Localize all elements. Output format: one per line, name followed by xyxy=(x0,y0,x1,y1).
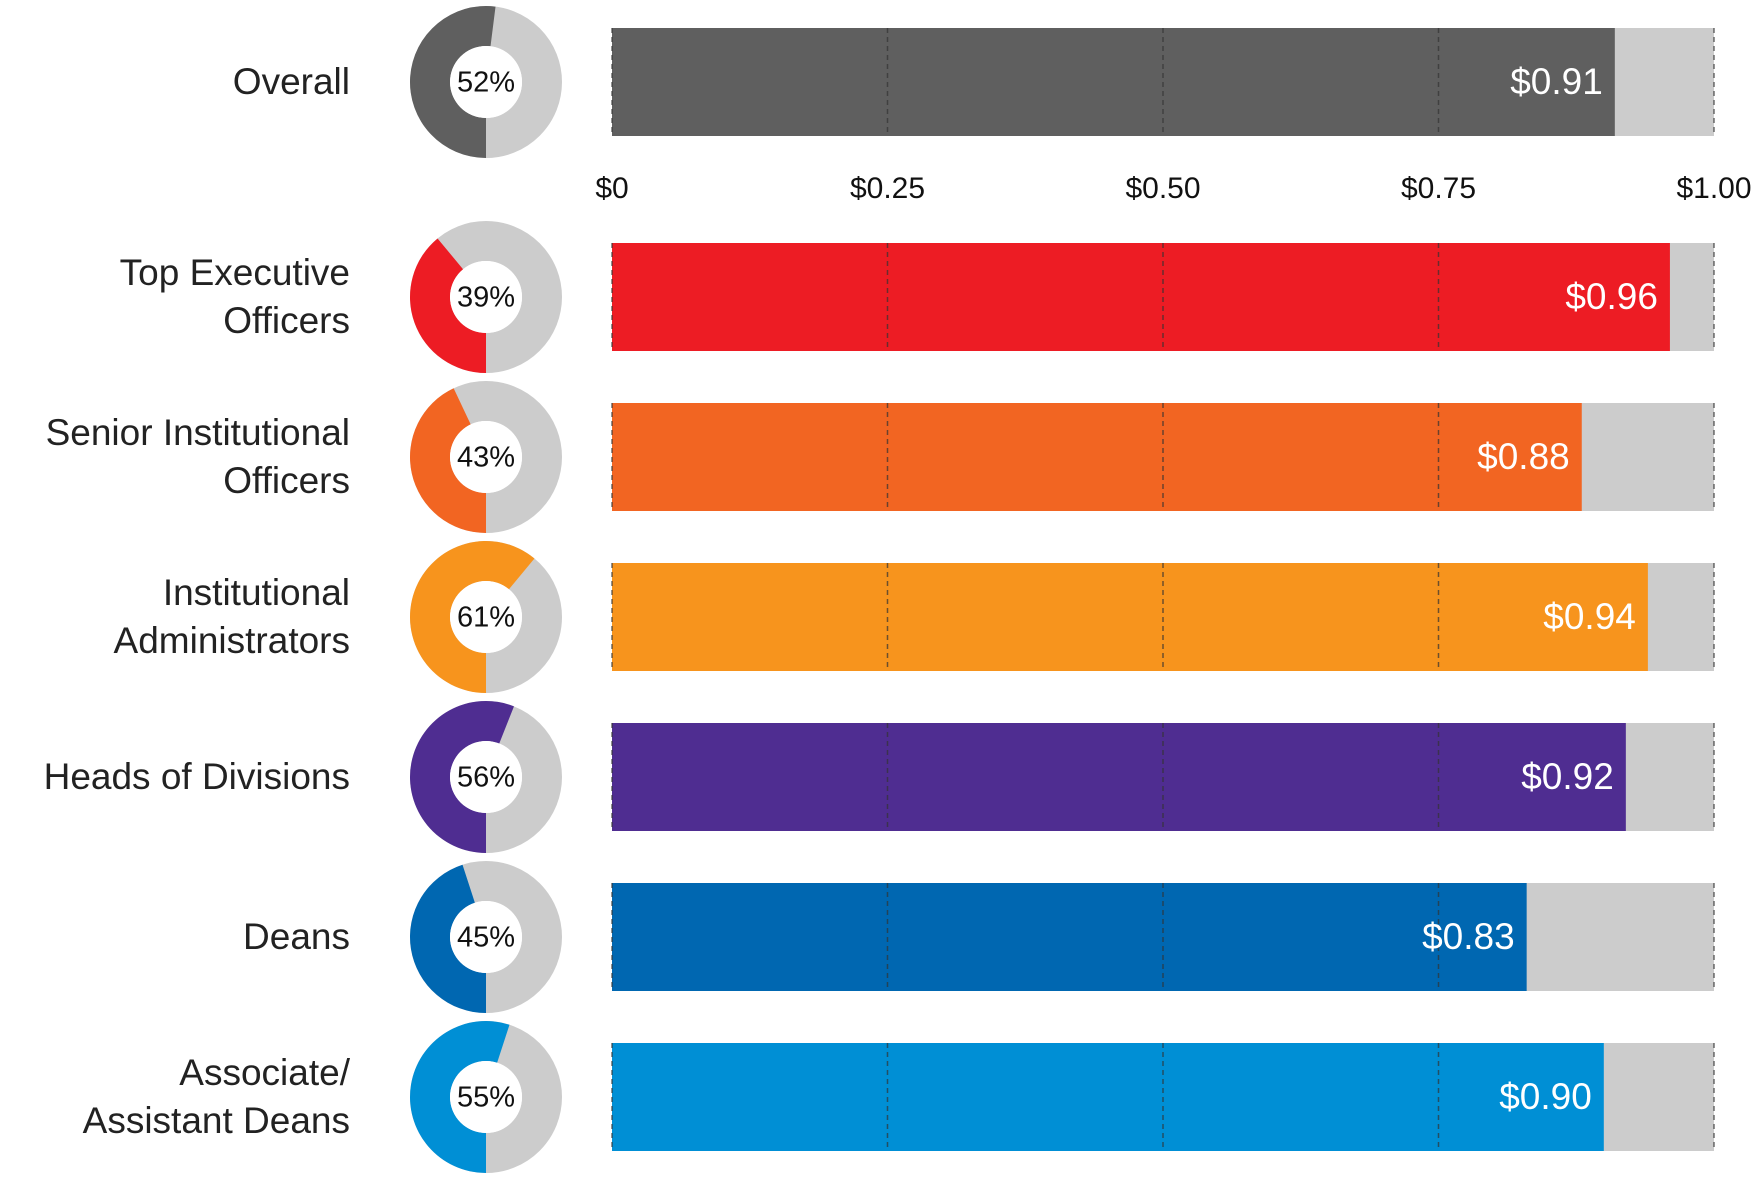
donut-segment xyxy=(410,541,535,693)
donut-segment xyxy=(410,1021,510,1173)
value-label: $0.94 xyxy=(1543,596,1636,637)
x-tick-label: $0 xyxy=(595,172,628,205)
bar xyxy=(612,28,1615,136)
category-label: Institutional Administrators xyxy=(113,572,350,661)
bar xyxy=(612,403,1582,511)
donut-segment xyxy=(410,701,514,853)
donut-label: 56% xyxy=(457,762,515,794)
value-label: $0.92 xyxy=(1521,756,1614,797)
bar xyxy=(612,243,1670,351)
donut-label: 52% xyxy=(457,67,515,99)
donut-hole xyxy=(450,901,522,973)
x-tick-label: $0.50 xyxy=(1125,172,1200,205)
x-tick-label: $1.00 xyxy=(1676,172,1751,205)
bar xyxy=(612,723,1626,831)
donut-hole xyxy=(450,421,522,493)
category-label: Senior Institutional Officers xyxy=(45,412,350,501)
value-label: $0.96 xyxy=(1565,276,1658,317)
donut-label: 43% xyxy=(457,442,515,474)
category-label: Heads of Divisions xyxy=(43,756,350,797)
value-label: $0.91 xyxy=(1510,61,1603,102)
bar xyxy=(612,883,1527,991)
value-label: $0.88 xyxy=(1477,436,1570,477)
category-label: Top Executive Officers xyxy=(119,252,350,341)
donut-hole xyxy=(450,581,522,653)
category-label: Overall xyxy=(232,61,350,102)
category-label: Deans xyxy=(243,916,350,957)
donut-label: 55% xyxy=(457,1082,515,1114)
category-label: Associate/ Assistant Deans xyxy=(82,1052,350,1141)
donut-hole xyxy=(450,1061,522,1133)
donut-hole xyxy=(450,46,522,118)
donut-segment xyxy=(410,388,486,533)
x-tick-label: $0.25 xyxy=(850,172,925,205)
donut-segment xyxy=(409,5,496,158)
bar xyxy=(612,563,1648,671)
donut-label: 39% xyxy=(457,282,515,314)
bar xyxy=(612,1043,1604,1151)
donut-hole xyxy=(450,261,522,333)
x-tick-label: $0.75 xyxy=(1401,172,1476,205)
value-label: $0.90 xyxy=(1499,1076,1592,1117)
donut-segment xyxy=(410,864,486,1013)
donut-segment xyxy=(410,238,486,373)
value-label: $0.83 xyxy=(1422,916,1515,957)
donut-hole xyxy=(450,741,522,813)
donut-label: 45% xyxy=(457,922,515,954)
donut-label: 61% xyxy=(457,602,515,634)
